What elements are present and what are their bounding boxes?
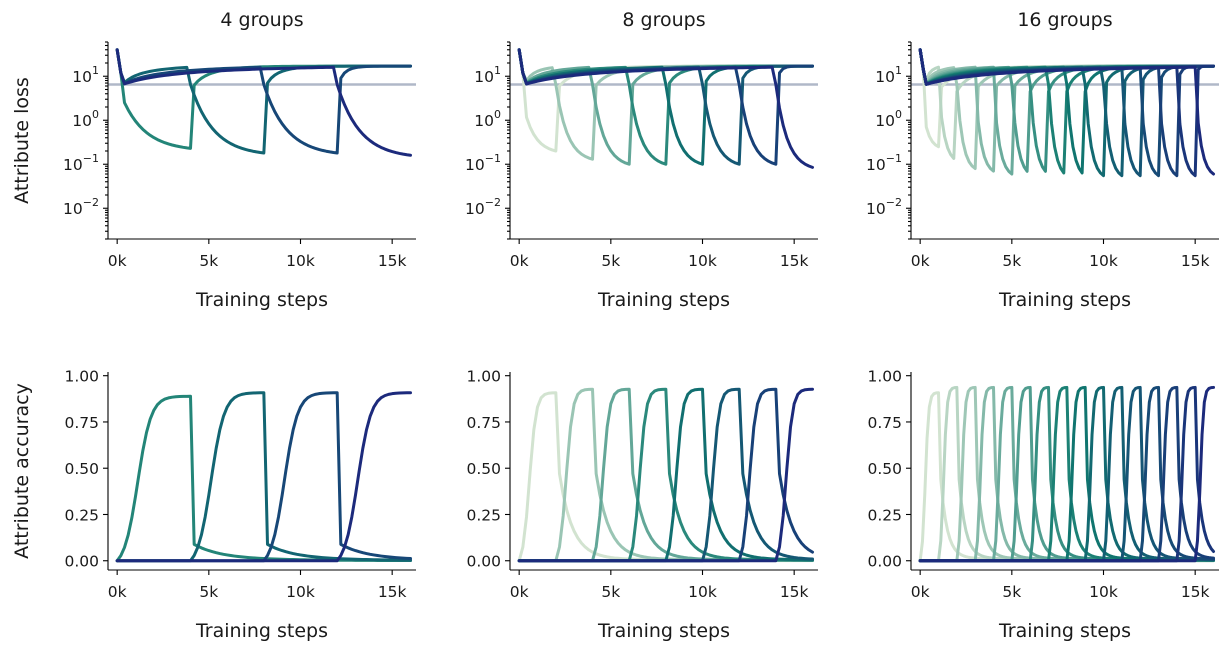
panel-loss-8-groups: 8 groups 0k 5k 10k 15k Training steps 101 100 10… <box>465 9 818 311</box>
y-tick-label: 0.25 <box>466 506 501 524</box>
x-axis-title: Training steps <box>195 289 328 311</box>
panel-title: 4 groups <box>220 9 303 31</box>
panel-title: 16 groups <box>1017 9 1112 31</box>
x-tick-label: 10k <box>1089 583 1118 601</box>
x-tick-label: 15k <box>378 583 407 601</box>
y-tick-label: 101 <box>474 64 501 86</box>
x-tick-label: 5k <box>601 583 620 601</box>
y-tick-label: 100 <box>474 108 501 130</box>
panel-title: 8 groups <box>622 9 705 31</box>
panel-accuracy-16-groups: 0k 5k 10k 15k Training steps 0.00 0.25 0.50 0.75… <box>867 368 1219 642</box>
x-axis-title: Training steps <box>195 620 328 642</box>
y-tick-label: 0.25 <box>64 506 99 524</box>
series-line-group-16 <box>918 48 1215 176</box>
y-tick-label: 0.00 <box>64 553 99 571</box>
y-tick-label: 10−2 <box>866 196 902 218</box>
y-tick-label: 0.50 <box>466 460 501 478</box>
x-tick-label: 0k <box>911 252 930 270</box>
y-tick-label: 10−1 <box>465 152 501 174</box>
y-tick-label: 0.75 <box>64 414 99 432</box>
x-tick-label: 15k <box>780 252 809 270</box>
y-tick-label: 101 <box>72 64 99 86</box>
y-axis-title: Attribute loss <box>11 77 33 204</box>
x-axis-title: Training steps <box>998 289 1131 311</box>
y-tick-label: 10−1 <box>63 152 99 174</box>
y-tick-label: 0.75 <box>466 414 501 432</box>
x-tick-label: 10k <box>286 583 315 601</box>
y-tick-label: 100 <box>875 108 902 130</box>
x-axis-title: Training steps <box>998 620 1131 642</box>
x-tick-label: 10k <box>688 252 717 270</box>
x-tick-label: 10k <box>688 583 717 601</box>
series-line-group-8 <box>517 387 814 563</box>
y-tick-label: 1.00 <box>64 368 99 386</box>
y-tick-label: 10−2 <box>465 196 501 218</box>
series-line-group-4 <box>115 391 412 563</box>
x-tick-label: 15k <box>1181 583 1210 601</box>
x-tick-label: 0k <box>510 252 529 270</box>
x-tick-label: 5k <box>1002 583 1021 601</box>
y-tick-label: 0.25 <box>867 506 902 524</box>
panel-accuracy-4-groups: 0k 5k 10k 15k Training steps 0.00 0.25 0.50 0.75… <box>11 368 416 642</box>
x-tick-label: 15k <box>378 252 407 270</box>
y-tick-label: 1.00 <box>466 368 501 386</box>
x-tick-label: 5k <box>199 252 218 270</box>
y-tick-label: 0.00 <box>466 553 501 571</box>
x-axis-title: Training steps <box>597 620 730 642</box>
panel-loss-4-groups: 4 groups 0k 5k 10k 15k Training steps 101 100 10… <box>11 9 416 311</box>
x-tick-label: 5k <box>199 583 218 601</box>
y-tick-label: 10−1 <box>866 152 902 174</box>
x-tick-label: 15k <box>780 583 809 601</box>
x-tick-label: 0k <box>510 583 529 601</box>
panel-loss-16-groups: 16 groups 0k 5k 10k 15k Training steps 101 100 1… <box>866 9 1219 311</box>
y-tick-label: 0.00 <box>867 553 902 571</box>
series-line-group-4 <box>115 48 412 157</box>
x-tick-label: 15k <box>1181 252 1210 270</box>
series-line-group-8 <box>517 48 814 169</box>
series-line-group-4 <box>517 387 814 563</box>
x-tick-label: 5k <box>1002 252 1021 270</box>
y-tick-label: 0.75 <box>867 414 902 432</box>
x-axis-title: Training steps <box>597 289 730 311</box>
x-tick-label: 0k <box>108 252 127 270</box>
x-tick-label: 10k <box>286 252 315 270</box>
y-tick-label: 0.50 <box>64 460 99 478</box>
y-tick-label: 101 <box>875 64 902 86</box>
x-tick-label: 5k <box>601 252 620 270</box>
y-tick-label: 0.50 <box>867 460 902 478</box>
x-tick-label: 0k <box>911 583 930 601</box>
x-tick-label: 0k <box>108 583 127 601</box>
panel-accuracy-8-groups: 0k 5k 10k 15k Training steps 0.00 0.25 0.50 0.75… <box>466 368 818 642</box>
series-line-group-3 <box>115 48 412 155</box>
y-tick-label: 1.00 <box>867 368 902 386</box>
y-axis-title: Attribute accuracy <box>11 383 33 559</box>
x-tick-label: 10k <box>1089 252 1118 270</box>
y-tick-label: 100 <box>72 108 99 130</box>
series-line-group-2 <box>115 391 412 563</box>
y-tick-label: 10−2 <box>63 196 99 218</box>
series-line-group-16 <box>918 385 1215 563</box>
